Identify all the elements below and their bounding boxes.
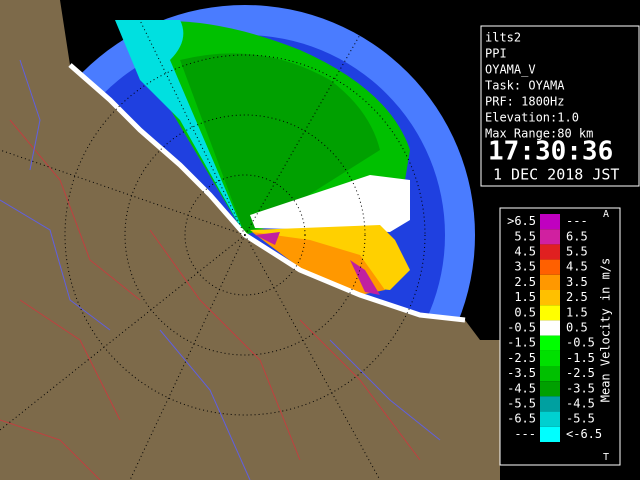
legend-swatch <box>540 244 560 260</box>
legend-low: 5.5 <box>514 229 536 243</box>
info-line: Max Range:80 km <box>485 127 593 141</box>
legend-low: >6.5 <box>507 214 536 228</box>
legend-high: -1.5 <box>566 351 595 365</box>
legend-top-mark: A <box>603 209 609 220</box>
info-line: Task: OYAMA <box>485 79 565 93</box>
legend-high: 2.5 <box>566 290 588 304</box>
legend-low: -1.5 <box>507 336 536 350</box>
date: 1 DEC 2018 JST <box>493 166 619 184</box>
info-line: OYAMA_V <box>485 63 536 77</box>
legend-swatch <box>540 290 560 306</box>
legend-swatch <box>540 350 560 366</box>
radar-map <box>0 0 500 480</box>
legend-bottom-mark: T <box>603 452 609 463</box>
legend-low: -2.5 <box>507 351 536 365</box>
legend-swatch <box>540 259 560 275</box>
legend-high: -4.5 <box>566 397 595 411</box>
legend-swatch <box>540 274 560 290</box>
legend-high: 3.5 <box>566 275 588 289</box>
legend-swatch <box>540 411 560 427</box>
legend-high: -0.5 <box>566 336 595 350</box>
legend-title: Mean Velocity in m/s <box>599 258 613 403</box>
legend-high: -2.5 <box>566 366 595 380</box>
legend-swatch <box>540 214 560 230</box>
legend-high: -5.5 <box>566 412 595 426</box>
legend-swatch <box>540 426 560 442</box>
legend-high: 5.5 <box>566 245 588 259</box>
legend-low: 4.5 <box>514 245 536 259</box>
legend-low: 0.5 <box>514 305 536 319</box>
info-line: Elevation:1.0 <box>485 111 579 125</box>
time: 17:30:36 <box>488 137 613 167</box>
legend-high: 1.5 <box>566 305 588 319</box>
info-line: PPI <box>485 47 507 61</box>
legend-high: <-6.5 <box>566 427 602 441</box>
legend-low: -5.5 <box>507 397 536 411</box>
info-line: PRF: 1800Hz <box>485 95 564 109</box>
legend-low: 3.5 <box>514 260 536 274</box>
legend-low: 1.5 <box>514 290 536 304</box>
legend-swatch <box>540 381 560 397</box>
legend-high: 6.5 <box>566 229 588 243</box>
legend-swatch <box>540 229 560 245</box>
legend-swatch <box>540 320 560 336</box>
legend-swatch <box>540 396 560 412</box>
info-panel <box>480 25 640 187</box>
legend-low: --- <box>514 427 536 441</box>
legend-high: 0.5 <box>566 321 588 335</box>
legend-low: -4.5 <box>507 381 536 395</box>
legend-high: --- <box>566 214 588 228</box>
legend-high: 4.5 <box>566 260 588 274</box>
legend-low: -3.5 <box>507 366 536 380</box>
info-line: ilts2 <box>485 31 521 45</box>
legend-swatch <box>540 305 560 321</box>
legend-swatch <box>540 335 560 351</box>
legend-low: 2.5 <box>514 275 536 289</box>
legend-swatch <box>540 366 560 382</box>
legend-low: -6.5 <box>507 412 536 426</box>
legend-low: -0.5 <box>507 321 536 335</box>
legend-high: -3.5 <box>566 381 595 395</box>
